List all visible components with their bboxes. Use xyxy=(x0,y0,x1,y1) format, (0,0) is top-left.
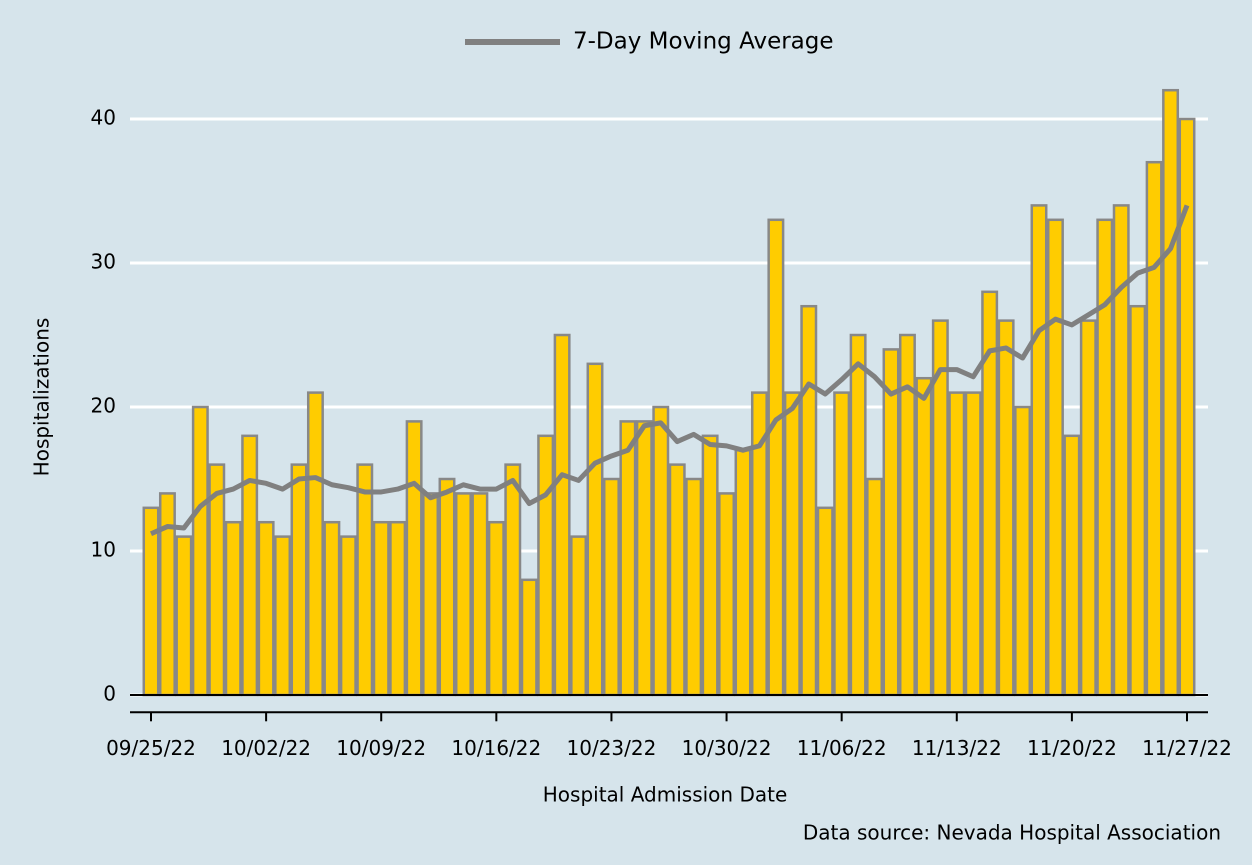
legend-label: 7-Day Moving Average xyxy=(573,29,834,55)
bar xyxy=(537,434,555,697)
bar xyxy=(372,520,390,697)
bar xyxy=(685,477,703,697)
bar xyxy=(405,420,423,697)
x-tick-label: 11/27/22 xyxy=(1142,736,1232,760)
bar xyxy=(306,391,324,697)
y-tick-label: 10 xyxy=(91,538,116,562)
bar xyxy=(1079,319,1097,697)
bar xyxy=(915,376,933,697)
x-tick-label: 10/16/22 xyxy=(451,736,541,760)
bar xyxy=(767,218,785,697)
bar xyxy=(471,492,489,697)
bar xyxy=(1014,405,1032,697)
bar xyxy=(833,391,851,697)
source-note: Data source: Nevada Hospital Association xyxy=(803,821,1221,845)
bar xyxy=(734,448,752,697)
bar xyxy=(866,477,884,697)
x-axis-label: Hospital Admission Date xyxy=(543,783,788,807)
x-tick-label: 11/20/22 xyxy=(1027,736,1117,760)
bar xyxy=(290,463,308,697)
bar xyxy=(586,362,604,697)
moving-average-line xyxy=(149,204,1190,537)
bar xyxy=(1096,218,1114,697)
bar xyxy=(783,391,801,697)
bar xyxy=(504,463,522,697)
bar xyxy=(553,333,571,697)
bar xyxy=(619,420,637,697)
bar xyxy=(849,333,867,697)
x-tick-label: 11/13/22 xyxy=(912,736,1002,760)
bar xyxy=(1046,218,1064,697)
x-tick-label: 11/06/22 xyxy=(797,736,887,760)
y-tick-label: 30 xyxy=(91,250,116,274)
bar xyxy=(175,535,193,697)
bar xyxy=(158,492,176,697)
bar xyxy=(635,420,653,697)
bar xyxy=(191,405,209,697)
bar xyxy=(422,492,440,697)
bar xyxy=(339,535,357,697)
bar xyxy=(520,578,538,697)
y-axis-label: Hospitalizations xyxy=(30,318,54,477)
x-tick-label: 10/09/22 xyxy=(336,736,426,760)
bar xyxy=(948,391,966,697)
x-tick-label: 09/25/22 xyxy=(106,736,196,760)
bar xyxy=(454,492,472,697)
bar xyxy=(718,492,736,697)
bar xyxy=(1145,160,1163,697)
bar xyxy=(570,535,588,697)
bar xyxy=(1112,204,1130,697)
bar xyxy=(142,506,160,697)
bar xyxy=(438,477,456,697)
bar xyxy=(323,520,341,697)
bar xyxy=(257,520,275,697)
y-tick-label: 40 xyxy=(91,106,116,130)
bar xyxy=(668,463,686,697)
y-tick-label: 20 xyxy=(91,394,116,418)
y-tick-label: 0 xyxy=(103,682,116,706)
bar xyxy=(701,434,719,697)
bar xyxy=(652,405,670,697)
bar xyxy=(389,520,407,697)
bar xyxy=(274,535,292,697)
x-tick-label: 10/30/22 xyxy=(682,736,772,760)
bar xyxy=(356,463,374,697)
bar xyxy=(487,520,505,697)
bar xyxy=(1030,204,1048,697)
bar xyxy=(241,434,259,697)
bar xyxy=(1063,434,1081,697)
bar xyxy=(800,304,818,697)
bar xyxy=(816,506,834,697)
bar xyxy=(602,477,620,697)
bar xyxy=(1162,88,1180,697)
bar xyxy=(1129,304,1147,697)
bar xyxy=(964,391,982,697)
bar xyxy=(997,319,1015,697)
bar xyxy=(882,348,900,697)
bar xyxy=(224,520,242,697)
x-tick-label: 10/02/22 xyxy=(221,736,311,760)
x-tick-label: 10/23/22 xyxy=(567,736,657,760)
